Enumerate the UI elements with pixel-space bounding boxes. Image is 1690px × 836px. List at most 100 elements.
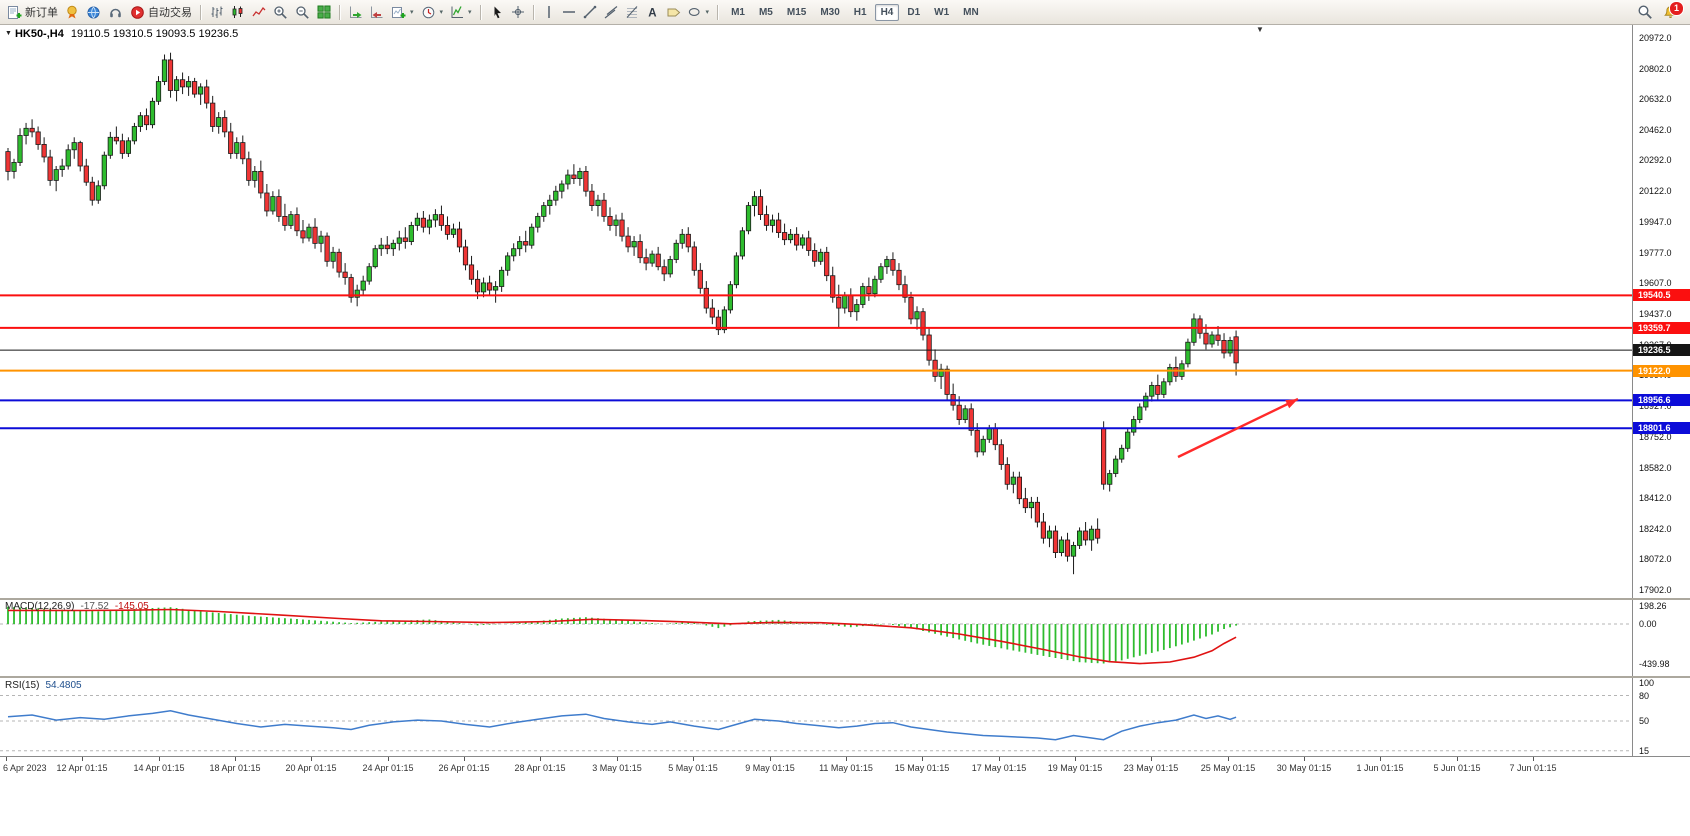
fibonacci-button[interactable] bbox=[622, 2, 642, 22]
support-button[interactable] bbox=[105, 2, 126, 22]
price-tag: 19540.5 bbox=[1633, 289, 1690, 301]
zoom-in-icon bbox=[273, 5, 288, 20]
timeframe-button-m1[interactable]: M1 bbox=[731, 6, 745, 18]
chart-shift-button[interactable] bbox=[367, 2, 387, 22]
toolbar-separator bbox=[479, 4, 482, 20]
zoom-out-button[interactable] bbox=[292, 2, 313, 22]
text-icon: A bbox=[646, 5, 659, 20]
time-axis-tick bbox=[388, 757, 389, 761]
cursor-icon bbox=[490, 5, 504, 20]
algo-trading-label: 自动交易 bbox=[148, 7, 192, 19]
line-chart-button[interactable] bbox=[249, 2, 269, 22]
pane-splitter[interactable] bbox=[0, 598, 1690, 600]
trendline-button[interactable] bbox=[580, 2, 600, 22]
vertical-line-button[interactable] bbox=[540, 2, 558, 22]
time-axis-border bbox=[0, 756, 1690, 757]
new-order-button[interactable]: 新订单 bbox=[4, 2, 61, 22]
price-axis-label: 19947.0 bbox=[1639, 217, 1672, 227]
tile-windows-button[interactable] bbox=[314, 2, 334, 22]
time-axis-label: 11 May 01:15 bbox=[819, 763, 873, 773]
time-axis-tick bbox=[1304, 757, 1305, 761]
time-axis-label: 14 Apr 01:15 bbox=[133, 763, 185, 773]
shapes-button[interactable]: ▾ bbox=[685, 2, 713, 22]
autoscroll-button[interactable] bbox=[346, 2, 366, 22]
pane-splitter[interactable] bbox=[0, 676, 1690, 678]
time-axis-label: 19 May 01:15 bbox=[1047, 763, 1103, 773]
timeframe-button-m30[interactable]: M30 bbox=[820, 6, 840, 18]
candlestick-chart-button[interactable] bbox=[228, 2, 248, 22]
chart-shift-marker[interactable]: ▼ bbox=[1256, 25, 1264, 34]
timeframe-group: M1 M5 M15 M30 H1 H4 D1 W1 MN bbox=[724, 3, 986, 21]
rsi-name: RSI(15) bbox=[5, 680, 40, 691]
price-axis[interactable]: 20972.0 20802.0 20632.0 20462.0 20292.0 20122… bbox=[1632, 24, 1690, 756]
fibonacci-icon bbox=[625, 5, 639, 19]
crosshair-button[interactable] bbox=[508, 2, 528, 22]
price-axis-label: 20462.0 bbox=[1639, 125, 1672, 135]
timeframe-button-m5[interactable]: M5 bbox=[758, 6, 773, 18]
profiles-button[interactable]: ▾ bbox=[418, 2, 447, 22]
price-axis-label: 18927.0 bbox=[1639, 401, 1672, 411]
ohlc-values: 19110.5 19310.5 19093.5 19236.5 bbox=[70, 28, 239, 40]
headset-icon bbox=[108, 5, 123, 20]
bar-chart-button[interactable] bbox=[207, 2, 227, 22]
indicators-button[interactable]: ▾ bbox=[447, 2, 475, 22]
trend-arrow-annotation[interactable] bbox=[1177, 397, 1299, 459]
time-axis-label: 20 Apr 01:15 bbox=[285, 763, 337, 773]
cursor-button[interactable] bbox=[487, 2, 507, 22]
time-axis-label: 12 Apr 01:15 bbox=[56, 763, 108, 773]
time-axis[interactable]: 6 Apr 2023 12 Apr 01:15 14 Apr 01:15 18 Apr… bbox=[0, 757, 1690, 779]
time-axis-tick bbox=[6, 757, 7, 761]
crosshair-icon bbox=[511, 5, 525, 19]
timeframe-button-h1[interactable]: H1 bbox=[853, 6, 867, 18]
horizontal-lines-layer bbox=[0, 294, 1632, 430]
rsi-line bbox=[7, 710, 1237, 741]
time-axis-tick bbox=[1380, 757, 1381, 761]
zoom-in-button[interactable] bbox=[270, 2, 291, 22]
search-button[interactable] bbox=[1634, 2, 1656, 22]
price-axis-label: 18752.0 bbox=[1639, 432, 1672, 442]
market-button[interactable] bbox=[62, 2, 82, 22]
timeframe-button-w1[interactable]: W1 bbox=[934, 6, 950, 18]
label-button[interactable] bbox=[663, 2, 684, 22]
macd-indicator-pane[interactable] bbox=[0, 600, 1632, 676]
macd-axis-label: 198.26 bbox=[1639, 601, 1667, 611]
channel-button[interactable] bbox=[601, 2, 621, 22]
time-axis-label: 23 May 01:15 bbox=[1123, 763, 1179, 773]
algo-trading-button[interactable]: 自动交易 bbox=[127, 2, 195, 22]
time-axis-tick bbox=[1075, 757, 1076, 761]
time-axis-label: 1 Jun 01:15 bbox=[1356, 763, 1404, 773]
time-axis-label: 17 May 01:15 bbox=[971, 763, 1027, 773]
time-axis-label: 25 May 01:15 bbox=[1200, 763, 1256, 773]
price-tag: 18956.6 bbox=[1633, 394, 1690, 406]
collapse-icon[interactable]: ▼ bbox=[5, 30, 12, 37]
timeframe-button-mn[interactable]: MN bbox=[963, 6, 979, 18]
horizontal-line-button[interactable] bbox=[559, 2, 579, 22]
time-axis-tick bbox=[999, 757, 1000, 761]
community-button[interactable] bbox=[83, 2, 104, 22]
time-axis-tick bbox=[617, 757, 618, 761]
timeframe-button-m15[interactable]: M15 bbox=[786, 6, 807, 18]
macd-axis-label: -439.98 bbox=[1639, 659, 1670, 669]
candles-layer bbox=[5, 52, 1239, 575]
price-axis-label: 20802.0 bbox=[1639, 64, 1672, 74]
price-axis-label: 20122.0 bbox=[1639, 186, 1672, 196]
timeframe-button-h4[interactable]: H4 bbox=[874, 3, 900, 21]
chevron-down-icon: ▾ bbox=[410, 8, 414, 16]
price-axis-label: 20632.0 bbox=[1639, 94, 1672, 104]
time-axis-label: 18 Apr 01:15 bbox=[209, 763, 261, 773]
timeframe-button-d1[interactable]: D1 bbox=[907, 6, 921, 18]
time-axis-label: 28 Apr 01:15 bbox=[514, 763, 566, 773]
price-axis-label: 20292.0 bbox=[1639, 155, 1672, 165]
toolbar-separator bbox=[717, 4, 720, 20]
candlestick-icon bbox=[231, 5, 245, 19]
time-axis-tick bbox=[922, 757, 923, 761]
rsi-label: RSI(15) 54.4805 bbox=[5, 680, 82, 691]
rsi-indicator-pane[interactable] bbox=[0, 678, 1632, 756]
price-axis-label: 18412.0 bbox=[1639, 493, 1672, 503]
new-chart-button[interactable]: ▾ bbox=[388, 2, 417, 22]
time-axis-tick bbox=[846, 757, 847, 761]
price-chart-pane[interactable] bbox=[0, 24, 1632, 598]
notifications-button[interactable]: 1 bbox=[1660, 1, 1684, 22]
text-button[interactable]: A bbox=[643, 2, 662, 22]
chart-shift-icon bbox=[370, 5, 384, 19]
